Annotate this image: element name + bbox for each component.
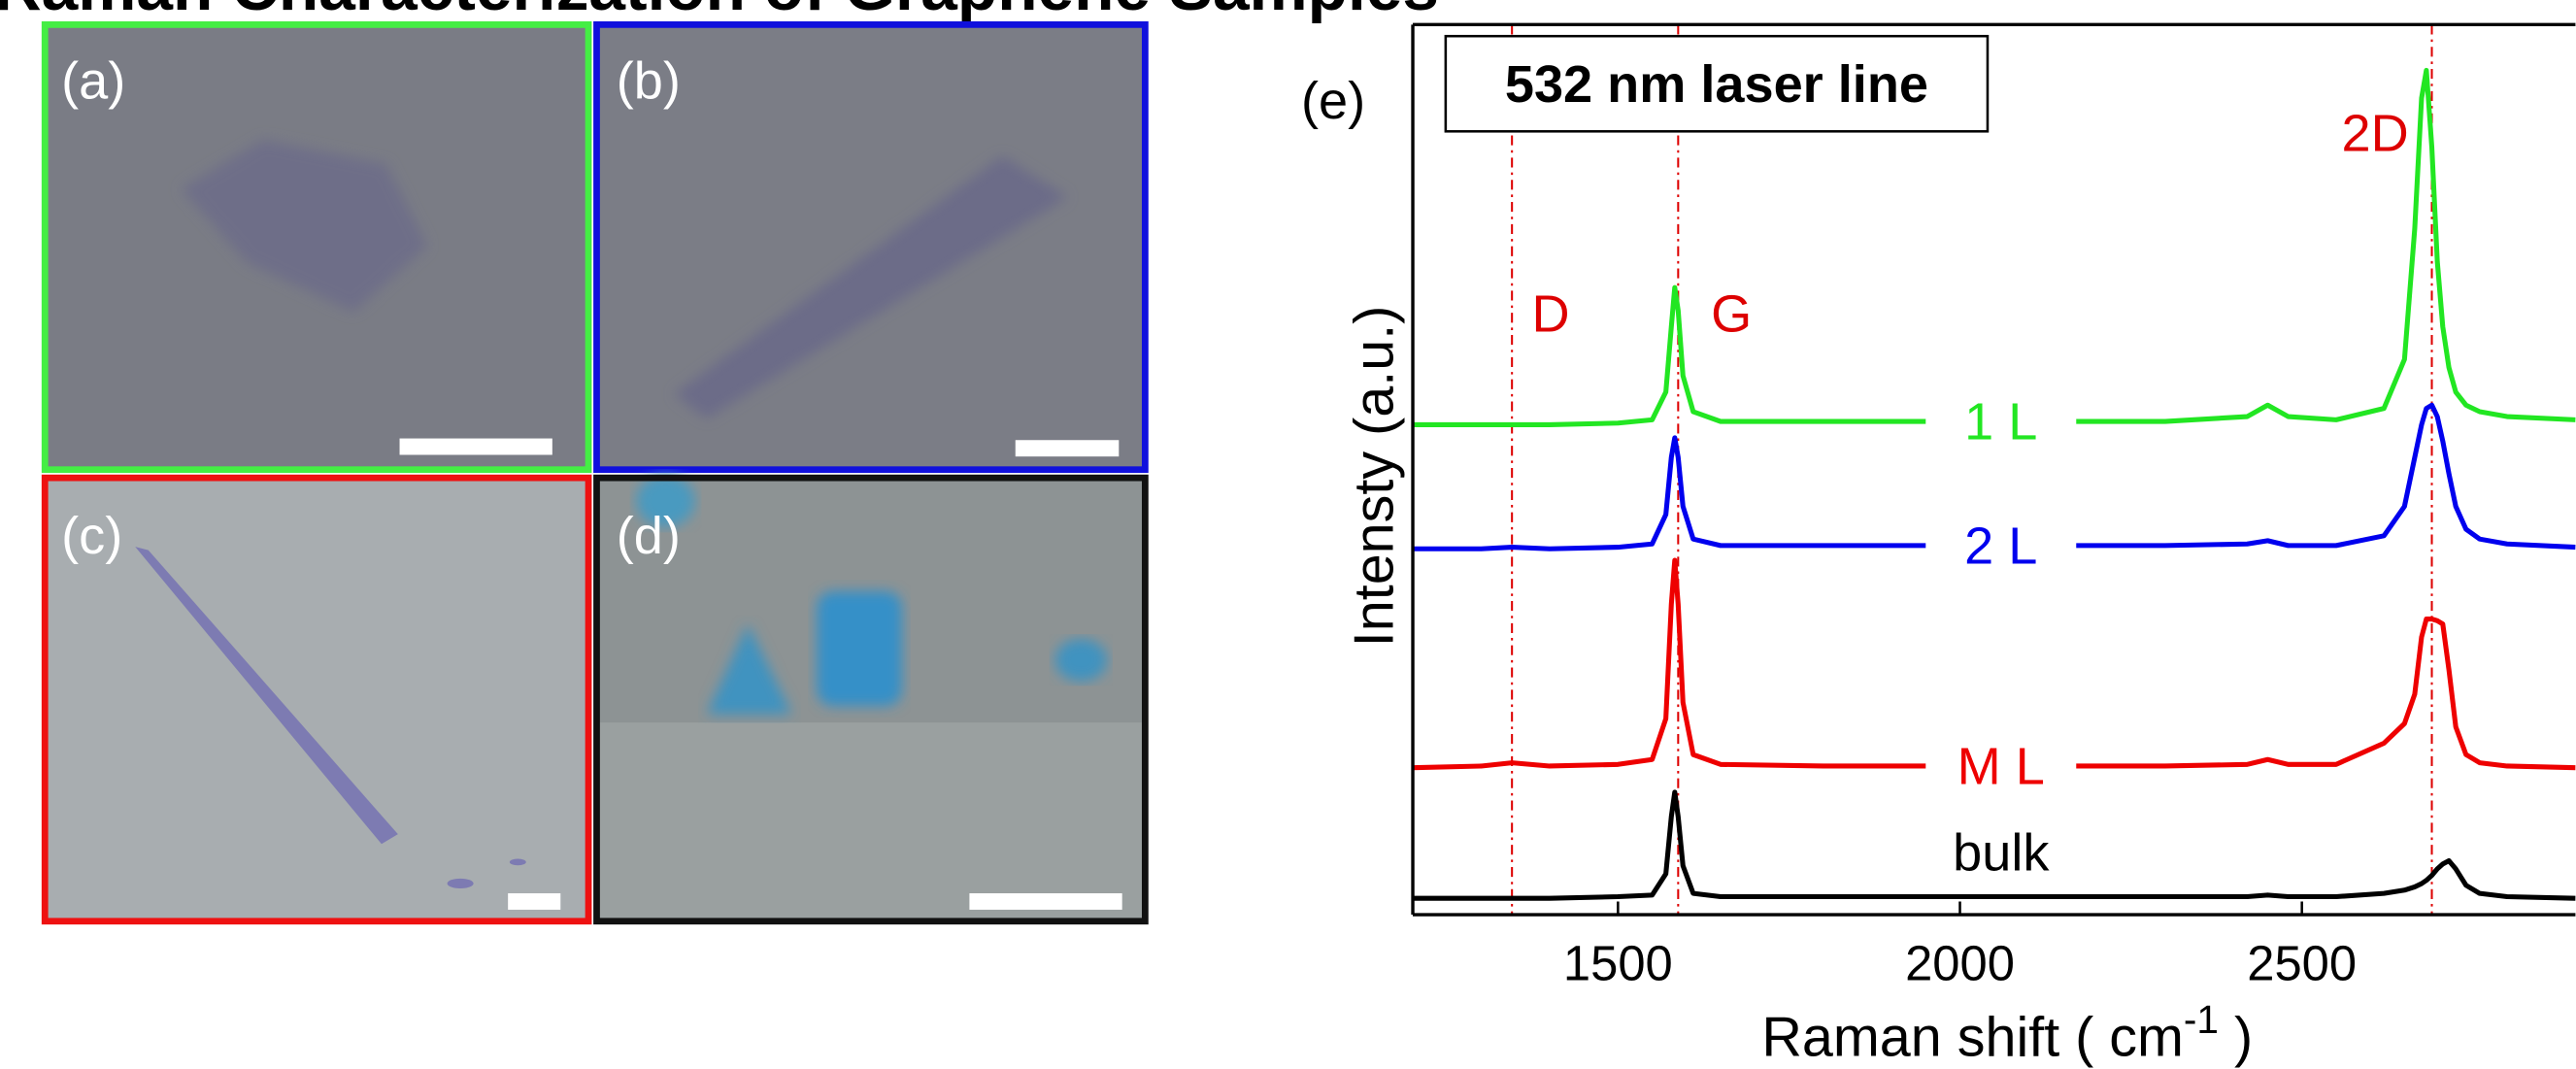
series-label: 1 L — [1964, 393, 2037, 451]
figure-title: Raman Characterization of Graphene Sampl… — [0, 0, 1439, 24]
panel-label: (d) — [617, 507, 681, 565]
x-axis-label-text: Raman shift ( cm — [1761, 1006, 2184, 1068]
panel-border — [593, 20, 1149, 474]
flake — [817, 590, 903, 707]
panel-a: (a) — [41, 20, 592, 474]
chart-subtitle: 532 nm laser line — [1505, 55, 1928, 114]
x-tick-label: 2500 — [2247, 936, 2357, 991]
flake — [447, 878, 474, 888]
panel-border — [41, 20, 592, 474]
legend-box — [1444, 34, 1990, 133]
panel-border — [41, 474, 592, 925]
spectrum-line — [1413, 67, 2576, 427]
panel-border — [593, 474, 1149, 925]
x-tick-label: 1500 — [1563, 936, 1673, 991]
micrograph — [45, 478, 589, 921]
plot-area — [1413, 24, 2576, 916]
spectrum-line — [1413, 402, 2576, 551]
scale-bar — [969, 893, 1122, 910]
background — [596, 722, 1146, 921]
x-axis-label-tail: ) — [2219, 1006, 2253, 1068]
peak-label: D — [1531, 285, 1569, 344]
panel-label: (a) — [61, 51, 125, 110]
series-label: M L — [1957, 738, 2045, 796]
spectrum-line — [1413, 557, 2576, 771]
y-axis-label: Intensty (a.u.) — [1344, 306, 1406, 648]
x-axis-label: Raman shift ( cm-1 ) — [1761, 997, 2253, 1069]
peak-label: G — [1711, 285, 1752, 344]
x-tick-label: 2000 — [1905, 936, 2015, 991]
series-label: bulk — [1953, 823, 2050, 882]
panel-c: (c) — [41, 474, 592, 925]
flake — [706, 623, 792, 715]
flake — [509, 858, 526, 866]
peak-label: 2D — [2342, 105, 2409, 163]
scale-bar — [1015, 440, 1120, 457]
flake — [135, 547, 398, 845]
flake — [181, 139, 428, 313]
flake — [673, 155, 1068, 419]
scale-bar — [399, 438, 552, 455]
x-axis-label-sup: -1 — [2184, 997, 2219, 1042]
panel-d: (d) — [593, 474, 1149, 925]
flake — [1054, 638, 1108, 682]
panel-label: (b) — [617, 51, 681, 110]
scale-bar — [508, 893, 561, 910]
series-label: 2 L — [1964, 518, 2037, 576]
flake — [636, 474, 695, 527]
panel-label: (e) — [1301, 72, 1365, 130]
panel-label: (c) — [61, 507, 122, 565]
panel-b: (b) — [593, 20, 1149, 474]
spectrum-line — [1413, 789, 2576, 901]
